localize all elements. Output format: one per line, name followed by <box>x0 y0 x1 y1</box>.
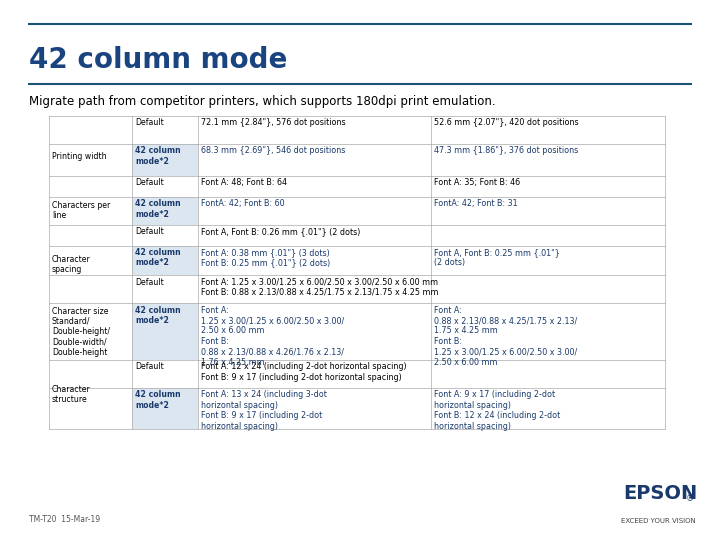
Text: 72.1 mm {2.84"}, 576 dot positions: 72.1 mm {2.84"}, 576 dot positions <box>201 118 346 127</box>
Text: 52.6 mm {2.07"}, 420 dot positions: 52.6 mm {2.07"}, 420 dot positions <box>434 118 579 127</box>
Bar <box>132 197 198 225</box>
Text: 42 column mode: 42 column mode <box>29 46 287 74</box>
Text: Font A:
1.25 x 3.00/1.25 x 6.00/2.50 x 3.00/
2.50 x 6.00 mm
Font B:
0.88 x 2.13/: Font A: 1.25 x 3.00/1.25 x 6.00/2.50 x 3… <box>201 306 344 367</box>
Text: Font A: 48; Font B: 64: Font A: 48; Font B: 64 <box>201 178 287 187</box>
Text: 68.3 mm {2.69"}, 546 dot positions: 68.3 mm {2.69"}, 546 dot positions <box>201 146 345 156</box>
Text: Font A: 12 x 24 (including 2-dot horizontal spacing)
Font B: 9 x 17 (including 2: Font A: 12 x 24 (including 2-dot horizon… <box>201 362 407 382</box>
Text: Font A: 35; Font B: 46: Font A: 35; Font B: 46 <box>434 178 521 187</box>
Text: EPSON: EPSON <box>623 484 697 503</box>
Text: 47.3 mm {1.86"}, 376 dot positions: 47.3 mm {1.86"}, 376 dot positions <box>434 146 578 156</box>
Text: Default: Default <box>135 227 163 237</box>
Text: Migrate path from competitor printers, which supports 180dpi print emulation.: Migrate path from competitor printers, w… <box>29 94 495 107</box>
Text: Character size
Standard/
Double-height/
Double-width/
Double-height: Character size Standard/ Double-height/ … <box>52 307 110 357</box>
Bar <box>132 144 198 176</box>
Text: TM-T20  15-Mar-19: TM-T20 15-Mar-19 <box>29 515 100 524</box>
Text: Font A: 0.38 mm {.01"} (3 dots)
Font B: 0.25 mm {.01"} (2 dots): Font A: 0.38 mm {.01"} (3 dots) Font B: … <box>201 248 330 267</box>
Text: EXCEED YOUR VISION: EXCEED YOUR VISION <box>621 518 696 524</box>
Text: Character
structure: Character structure <box>52 385 91 404</box>
Text: Characters per
line: Characters per line <box>52 201 110 220</box>
Text: FontA: 42; Font B: 31: FontA: 42; Font B: 31 <box>434 199 518 208</box>
Text: Font A, Font B: 0.26 mm {.01"} (2 dots): Font A, Font B: 0.26 mm {.01"} (2 dots) <box>201 227 360 237</box>
Text: Default: Default <box>135 118 163 127</box>
Text: 42 column
mode*2: 42 column mode*2 <box>135 248 181 267</box>
Text: Font A:
0.88 x 2.13/0.88 x 4.25/1.75 x 2.13/
1.75 x 4.25 mm
Font B:
1.25 x 3.00/: Font A: 0.88 x 2.13/0.88 x 4.25/1.75 x 2… <box>434 306 577 367</box>
Text: FontA: 42; Font B: 60: FontA: 42; Font B: 60 <box>201 199 284 208</box>
Text: 42 column
mode*2: 42 column mode*2 <box>135 199 181 219</box>
Text: 42 column
mode*2: 42 column mode*2 <box>135 390 181 410</box>
Text: 42 column
mode*2: 42 column mode*2 <box>135 146 181 166</box>
Text: Font A, Font B: 0.25 mm {.01"}
(2 dots): Font A, Font B: 0.25 mm {.01"} (2 dots) <box>434 248 560 267</box>
Text: Character
spacing: Character spacing <box>52 255 91 274</box>
Text: Font A: 1.25 x 3.00/1.25 x 6.00/2.50 x 3.00/2.50 x 6.00 mm
Font B: 0.88 x 2.13/0: Font A: 1.25 x 3.00/1.25 x 6.00/2.50 x 3… <box>201 278 438 297</box>
Text: Default: Default <box>135 362 163 372</box>
Text: Default: Default <box>135 178 163 187</box>
Text: Font A: 9 x 17 (including 2-dot
horizontal spacing)
Font B: 12 x 24 (including 2: Font A: 9 x 17 (including 2-dot horizont… <box>434 390 560 430</box>
Text: Font A: 13 x 24 (including 3-dot
horizontal spacing)
Font B: 9 x 17 (including 2: Font A: 13 x 24 (including 3-dot horizon… <box>201 390 327 430</box>
Bar <box>132 388 198 429</box>
Text: Default: Default <box>135 278 163 287</box>
Text: Printing width: Printing width <box>52 152 107 161</box>
Text: ®: ® <box>685 494 693 503</box>
Bar <box>132 246 198 275</box>
Bar <box>132 303 198 360</box>
Text: 42 column
mode*2: 42 column mode*2 <box>135 306 181 325</box>
